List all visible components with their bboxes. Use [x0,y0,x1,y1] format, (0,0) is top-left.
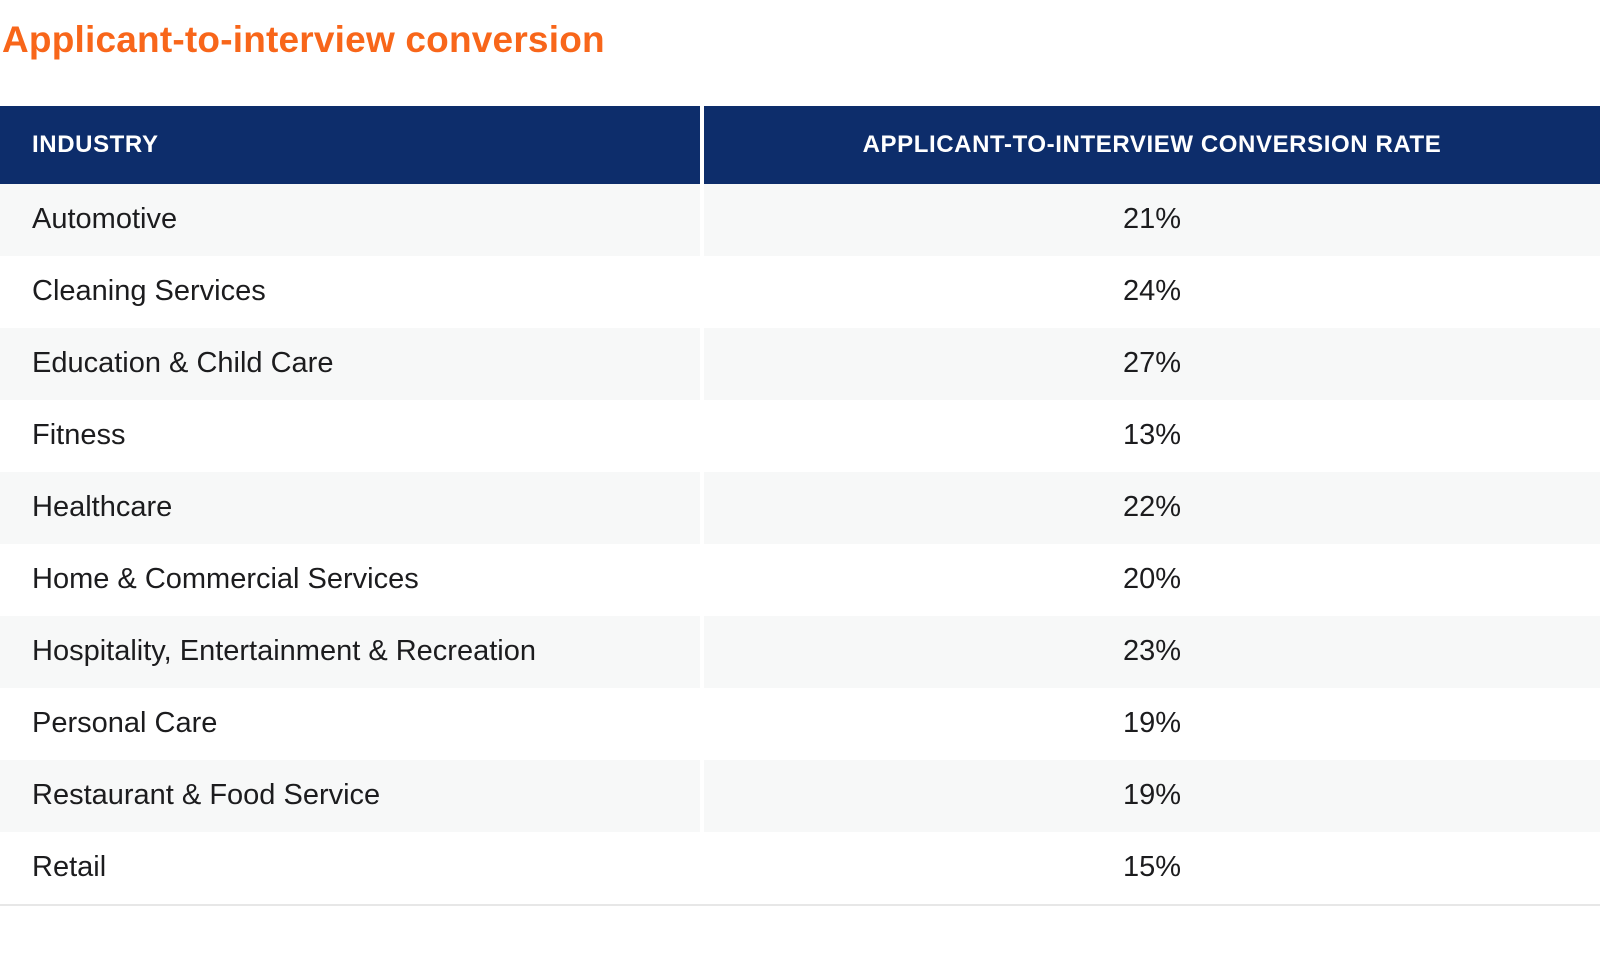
table-row: Healthcare 22% [0,471,1600,544]
rate-cell: 13% [704,399,1600,472]
industry-cell: Automotive [0,183,700,256]
industry-cell: Retail [0,831,700,904]
industry-cell: Restaurant & Food Service [0,759,700,832]
rate-cell: 23% [704,615,1600,688]
rate-cell: 20% [704,543,1600,616]
header-cell-industry: INDUSTRY [0,105,700,184]
industry-cell: Cleaning Services [0,255,700,328]
rate-cell: 19% [704,759,1600,832]
industry-cell: Home & Commercial Services [0,543,700,616]
table-row: Hospitality, Entertainment & Recreation … [0,615,1600,688]
table-row: Cleaning Services 24% [0,255,1600,328]
rate-cell: 15% [704,831,1600,904]
table-header-row: INDUSTRY APPLICANT-TO-INTERVIEW CONVERSI… [0,105,1600,184]
industry-cell: Hospitality, Entertainment & Recreation [0,615,700,688]
rate-cell: 27% [704,327,1600,400]
rate-cell: 21% [704,183,1600,256]
table-row: Automotive 21% [0,183,1600,256]
industry-cell: Education & Child Care [0,327,700,400]
page-title: Applicant-to-interview conversion [2,19,605,60]
table-row: Education & Child Care 27% [0,327,1600,400]
table-row: Fitness 13% [0,399,1600,472]
rate-cell: 19% [704,687,1600,760]
table-row: Restaurant & Food Service 19% [0,759,1600,832]
header-cell-conversion-rate: APPLICANT-TO-INTERVIEW CONVERSION RATE [704,105,1600,184]
table-row: Personal Care 19% [0,687,1600,760]
rate-cell: 24% [704,255,1600,328]
table-row: Home & Commercial Services 20% [0,543,1600,616]
table-row: Retail 15% [0,831,1600,904]
industry-cell: Healthcare [0,471,700,544]
conversion-table: INDUSTRY APPLICANT-TO-INTERVIEW CONVERSI… [0,105,1600,906]
rate-cell: 22% [704,471,1600,544]
industry-cell: Fitness [0,399,700,472]
industry-cell: Personal Care [0,687,700,760]
